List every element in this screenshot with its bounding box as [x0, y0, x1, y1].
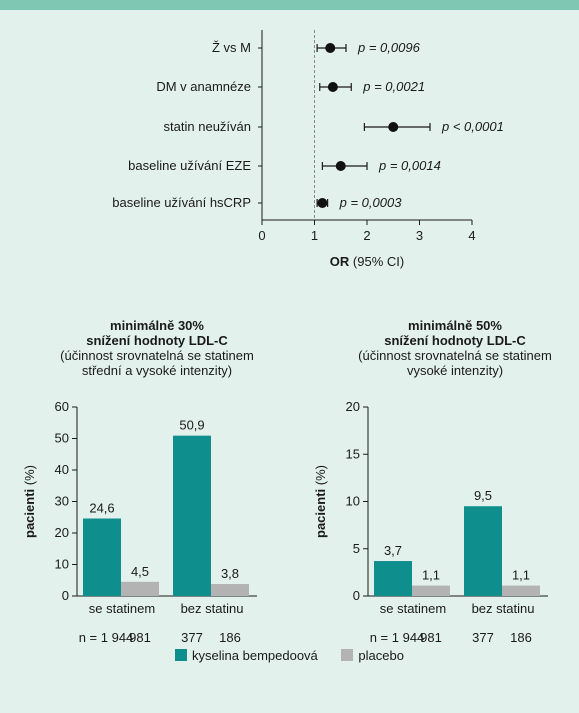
forest-x-tick-label: 0 [258, 228, 265, 243]
bar-placebo [412, 585, 450, 596]
forest-category-label: Ž vs M [212, 40, 251, 55]
bar-value-label: 24,6 [89, 501, 114, 516]
bar-subtitle-line-2: střední a vysoké intenzity) [82, 363, 232, 378]
bar-n-value: 377 [472, 630, 494, 645]
bar-bempedoic [464, 506, 502, 596]
legend-label-placebo: placebo [358, 648, 404, 663]
bar-value-label: 50,9 [179, 418, 204, 433]
bar-value-label: 1,1 [512, 568, 530, 583]
bar-subtitle-line-1: (účinnost srovnatelná se statinem [358, 348, 552, 363]
legend-swatch-placebo [341, 649, 354, 661]
legend-label-bemp: kyselina bempedoová [192, 648, 318, 663]
forest-category-label: DM v anamnéze [156, 79, 251, 94]
bar-bempedoic [173, 435, 211, 596]
forest-category-label: statin neužíván [164, 119, 251, 134]
legend-item-bemp: kyselina bempedoová [175, 648, 318, 663]
bar-bempedoic [374, 561, 412, 596]
bar-n-value: 186 [510, 630, 532, 645]
bar-category-label: bez statinu [472, 601, 535, 616]
forest-x-tick-label: 4 [468, 228, 475, 243]
forest-point [335, 161, 346, 171]
forest-p-value: p = 0,0021 [362, 79, 425, 94]
forest-point [317, 198, 328, 208]
bar-category-label: se statinem [89, 601, 155, 616]
bar-bempedoic [83, 518, 121, 596]
forest-p-value: p = 0,0003 [339, 195, 403, 210]
bar-subtitle-line-1: (účinnost srovnatelná se statinem [60, 348, 254, 363]
bar-placebo [211, 584, 249, 596]
bar-value-label: 1,1 [422, 568, 440, 583]
bar-y-tick-label: 50 [55, 431, 69, 446]
bar-value-label: 9,5 [474, 488, 492, 503]
bar-title-line-1: minimálně 30% [110, 318, 204, 333]
bar-y-tick-label: 10 [346, 494, 360, 509]
legend-swatch-bemp [175, 649, 188, 661]
bar-n-value: 981 [420, 630, 442, 645]
bar-y-tick-label: 20 [55, 525, 69, 540]
bar-y-tick-label: 0 [62, 588, 69, 603]
forest-x-tick-label: 1 [311, 228, 318, 243]
bar-n-value: 186 [219, 630, 241, 645]
bar-y-tick-label: 40 [55, 462, 69, 477]
bar-y-axis-label: pacienti (%) [22, 465, 37, 538]
legend: kyselina bempedoová placebo [0, 648, 579, 663]
forest-point [327, 82, 338, 92]
bar-y-tick-label: 0 [353, 588, 360, 603]
forest-point [325, 43, 336, 53]
bar-title-line-2: snížení hodnoty LDL-C [86, 333, 228, 348]
forest-p-value: p = 0,0096 [357, 40, 421, 55]
bar-n-value: n = 1 944 [370, 630, 425, 645]
bar-category-label: bez statinu [181, 601, 244, 616]
bar-title-line-2: snížení hodnoty LDL-C [384, 333, 526, 348]
bar-y-tick-label: 5 [353, 541, 360, 556]
forest-p-value: p = 0,0014 [378, 158, 441, 173]
bar-value-label: 3,7 [384, 543, 402, 558]
bar-y-tick-label: 30 [55, 494, 69, 509]
bar-n-value: n = 1 944 [79, 630, 134, 645]
top-accent-bar [0, 0, 579, 10]
bar-y-tick-label: 60 [55, 399, 69, 414]
forest-category-label: baseline užívání EZE [128, 158, 251, 173]
bar-placebo [121, 581, 159, 596]
bar-value-label: 4,5 [131, 564, 149, 579]
bar-value-label: 3,8 [221, 566, 239, 581]
forest-p-value: p < 0,0001 [441, 119, 504, 134]
forest-x-axis-label: OR (95% CI) [330, 254, 404, 269]
bar-y-axis-label: pacienti (%) [313, 465, 328, 538]
forest-x-tick-label: 2 [363, 228, 370, 243]
forest-x-tick-label: 3 [416, 228, 423, 243]
bar-category-label: se statinem [380, 601, 446, 616]
legend-item-placebo: placebo [341, 648, 404, 663]
forest-point [388, 122, 399, 132]
forest-category-label: baseline užívání hsCRP [112, 195, 251, 210]
bar-y-tick-label: 15 [346, 446, 360, 461]
bar-subtitle-line-2: vysoké intenzity) [407, 363, 503, 378]
bar-y-tick-label: 10 [55, 557, 69, 572]
bar-n-value: 377 [181, 630, 203, 645]
bar-placebo [502, 585, 540, 596]
bar-n-value: 981 [129, 630, 151, 645]
bar-title-line-1: minimálně 50% [408, 318, 502, 333]
bar-y-tick-label: 20 [346, 399, 360, 414]
